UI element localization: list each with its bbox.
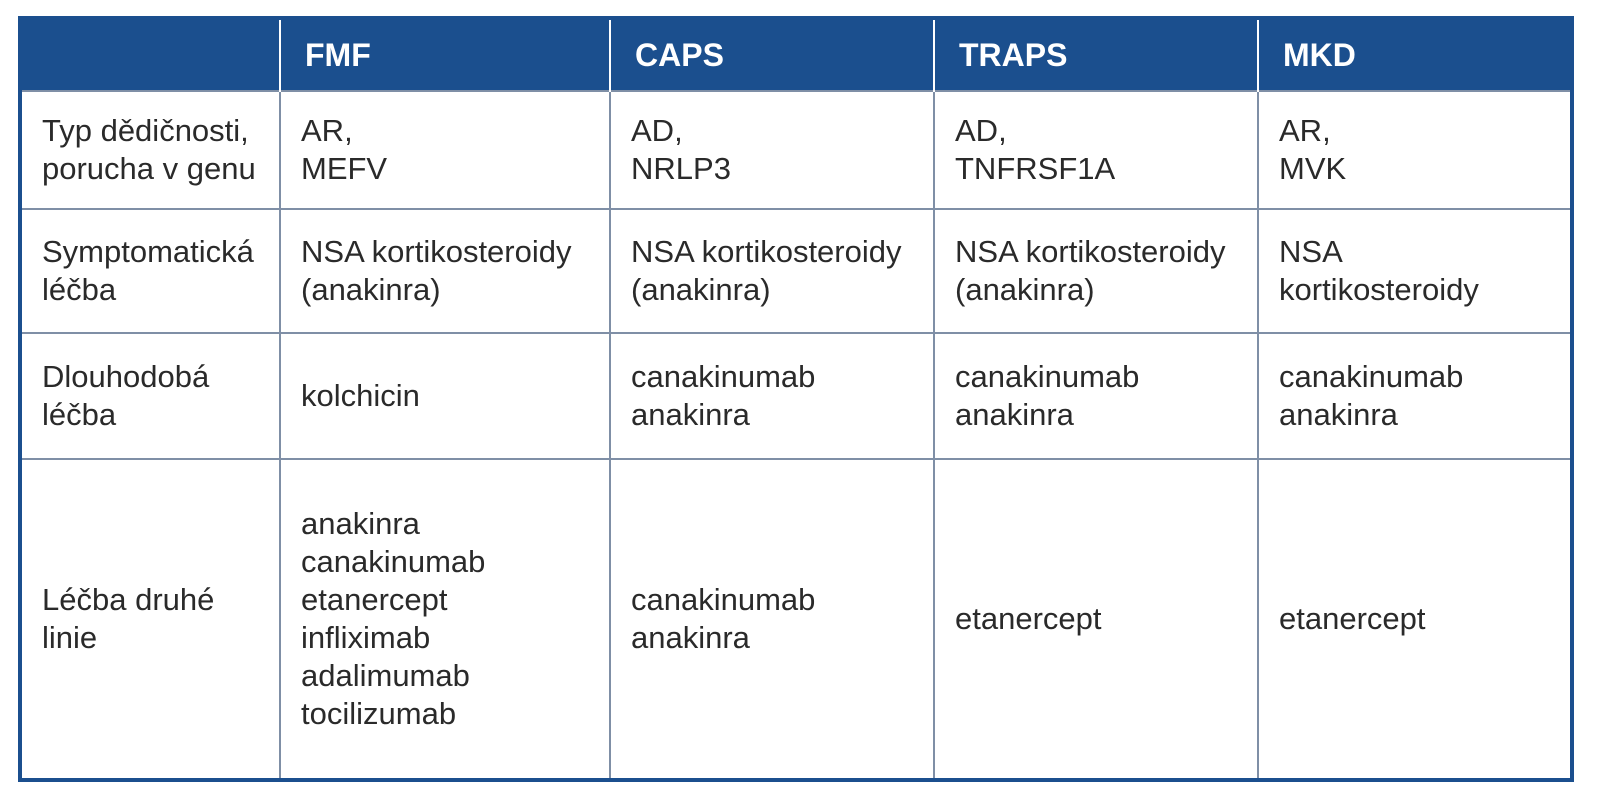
header-cell-mkd: MKD [1257,20,1570,91]
table-cell: canakinumab anakinra [933,332,1258,459]
table-cell: canakinumab anakinra [609,458,934,778]
table-cell: canakinumab anakinra [609,332,934,459]
table-cell: etanercept [933,458,1258,778]
row-label: Léčba druhé linie [22,458,280,778]
header-cell-empty [22,20,280,91]
row-label: Typ dědičnosti, porucha v genu [22,90,280,209]
table-cell: AR, MEFV [279,90,610,209]
table-cell: AR, MVK [1257,90,1570,209]
table-header-row: FMF CAPS TRAPS MKD [22,20,1570,91]
table-cell: etanercept [1257,458,1570,778]
treatment-table-frame: FMF CAPS TRAPS MKD Typ dědičnosti, poruc… [18,16,1574,782]
table-cell: kolchicin [279,332,610,459]
header-cell-fmf: FMF [279,20,610,91]
table-row: Typ dědičnosti, porucha v genu AR, MEFV … [22,90,1570,209]
table-row: Léčba druhé linie anakinra canakinumab e… [22,458,1570,778]
row-label: Symptomatická léčba [22,208,280,333]
row-label: Dlouhodobá léčba [22,332,280,459]
table-cell: canakinumab anakinra [1257,332,1570,459]
table-cell: AD, NRLP3 [609,90,934,209]
header-cell-caps: CAPS [609,20,934,91]
table-cell: AD, TNFRSF1A [933,90,1258,209]
treatment-table: FMF CAPS TRAPS MKD Typ dědičnosti, poruc… [22,20,1570,778]
table-cell: NSA kortikosteroidy (anakinra) [609,208,934,333]
table-cell: NSA kortikosteroidy [1257,208,1570,333]
table-cell: NSA kortikosteroidy (anakinra) [933,208,1258,333]
table-cell: NSA kortikosteroidy (anakinra) [279,208,610,333]
header-cell-traps: TRAPS [933,20,1258,91]
table-cell: anakinra canakinumab etanercept inflixim… [279,458,610,778]
table-row: Dlouhodobá léčba kolchicin canakinumab a… [22,332,1570,459]
table-row: Symptomatická léčba NSA kortikosteroidy … [22,208,1570,333]
